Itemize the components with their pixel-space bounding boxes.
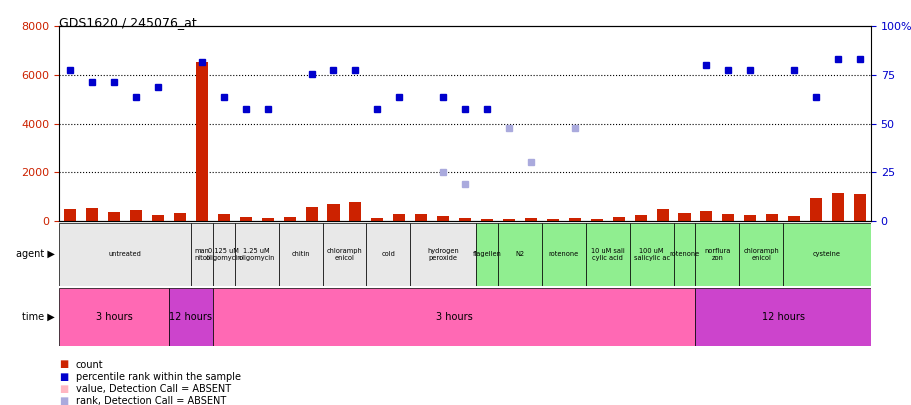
Text: man
nitol: man nitol [194,247,210,261]
Bar [261,218,273,221]
Text: rank, Detection Call = ABSENT: rank, Detection Call = ABSENT [76,396,226,405]
Text: hydrogen
peroxide: hydrogen peroxide [427,247,458,261]
Bar [476,223,497,286]
Bar [853,194,865,221]
Text: norflura
zon: norflura zon [703,247,730,261]
Bar [656,209,668,221]
Bar [327,204,339,221]
Bar [590,219,602,221]
Bar [585,223,629,286]
Bar [415,214,427,221]
Text: time ▶: time ▶ [22,312,55,322]
Text: 12 hours: 12 hours [761,312,804,322]
Text: ■: ■ [59,396,68,405]
Text: 0.125 uM
oligomycin: 0.125 uM oligomycin [205,247,241,261]
Text: agent ▶: agent ▶ [15,249,55,259]
Bar [366,223,410,286]
Bar [108,212,120,221]
Bar [743,215,755,221]
Text: ■: ■ [59,372,68,382]
Bar [283,217,295,221]
Bar [196,62,208,221]
Text: N2: N2 [515,251,524,257]
Bar [410,223,476,286]
Bar [322,223,366,286]
Text: ■: ■ [59,384,68,394]
Bar [152,215,164,221]
Bar [218,214,230,221]
Text: ■: ■ [59,360,68,369]
Bar [831,193,844,221]
Bar [673,223,695,286]
Text: 1.25 uM
oligomycin: 1.25 uM oligomycin [239,247,274,261]
Bar [393,214,404,221]
Bar [568,218,580,221]
Text: rotenone: rotenone [669,251,699,257]
Bar [612,217,624,221]
Text: 10 uM sali
cylic acid: 10 uM sali cylic acid [590,247,624,261]
Text: chloramph
enicol: chloramph enicol [326,247,362,261]
Bar [305,207,317,221]
Bar [59,288,169,346]
Bar [190,223,212,286]
Bar [541,223,585,286]
Bar [739,223,783,286]
Bar [765,214,777,221]
Text: 3 hours: 3 hours [435,312,472,322]
Text: rotenone: rotenone [548,251,578,257]
Bar [279,223,322,286]
Bar [497,223,541,286]
Bar [169,288,212,346]
Text: chloramph
enicol: chloramph enicol [742,247,778,261]
Bar [634,215,646,221]
Text: flagellen: flagellen [472,251,501,257]
Bar [695,288,870,346]
Bar [212,288,695,346]
Bar [783,223,870,286]
Bar [371,217,383,221]
Text: count: count [76,360,103,369]
Text: 12 hours: 12 hours [169,312,212,322]
Text: GDS1620 / 245076_at: GDS1620 / 245076_at [59,16,197,29]
Bar [86,208,98,221]
Text: cold: cold [381,251,394,257]
Text: chitin: chitin [291,251,310,257]
Text: untreated: untreated [108,251,141,257]
Bar [130,210,142,221]
Bar [722,214,733,221]
Text: 100 uM
salicylic ac: 100 uM salicylic ac [633,247,669,261]
Bar [240,217,251,221]
Bar [629,223,673,286]
Bar [174,213,186,221]
Bar [695,223,739,286]
Text: value, Detection Call = ABSENT: value, Detection Call = ABSENT [76,384,230,394]
Bar [458,217,471,221]
Bar [59,223,190,286]
Bar [212,223,234,286]
Bar [525,218,537,221]
Bar [700,211,711,221]
Bar [480,219,493,221]
Bar [787,216,799,221]
Bar [349,202,361,221]
Bar [547,219,558,221]
Bar [234,223,279,286]
Bar [64,209,77,221]
Bar [502,219,515,221]
Bar [678,213,690,221]
Text: percentile rank within the sample: percentile rank within the sample [76,372,241,382]
Text: cysteine: cysteine [813,251,840,257]
Bar [436,216,449,221]
Bar [809,198,821,221]
Text: 3 hours: 3 hours [96,312,132,322]
